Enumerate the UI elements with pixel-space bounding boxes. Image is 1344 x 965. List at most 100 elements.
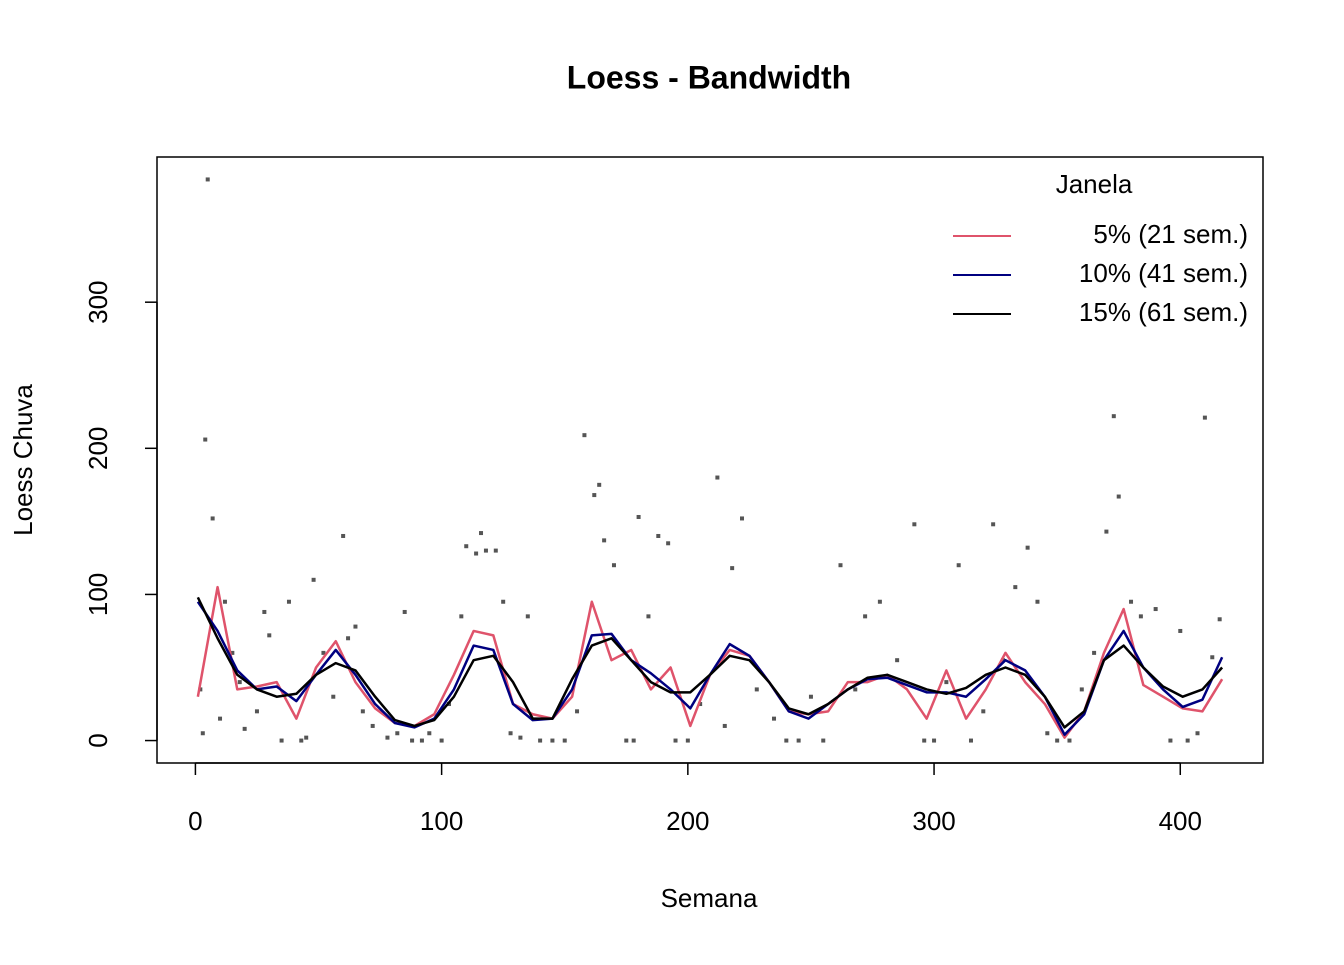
data-point	[624, 738, 629, 743]
data-point	[483, 548, 488, 553]
legend-label: 5% (21 sem.)	[1093, 219, 1248, 249]
data-point	[602, 538, 607, 543]
data-point	[698, 702, 703, 707]
data-point	[1153, 607, 1158, 612]
data-point	[1000, 658, 1005, 663]
data-point	[459, 614, 464, 619]
data-point	[838, 563, 843, 568]
data-point	[808, 694, 813, 699]
data-point	[370, 723, 375, 728]
x-axis-label: Semana	[661, 883, 758, 913]
data-point	[353, 624, 358, 629]
x-tick-label: 400	[1159, 806, 1202, 836]
data-point	[1178, 628, 1183, 633]
data-point	[419, 738, 424, 743]
data-point	[1129, 599, 1134, 604]
y-tick-label: 0	[83, 733, 113, 747]
data-point	[427, 731, 432, 736]
x-tick-label: 100	[420, 806, 463, 836]
x-tick-label: 200	[666, 806, 709, 836]
data-point	[1092, 650, 1097, 655]
x-tick-label: 0	[188, 806, 202, 836]
data-point	[205, 177, 210, 182]
data-point	[218, 716, 223, 721]
data-point	[895, 658, 900, 663]
data-point	[754, 687, 759, 692]
data-point	[304, 735, 309, 740]
loess-line	[196, 585, 1224, 739]
data-point	[230, 650, 235, 655]
data-point	[1055, 738, 1060, 743]
data-point	[360, 709, 365, 714]
data-point	[237, 680, 242, 685]
data-point	[673, 738, 678, 743]
data-point	[242, 726, 247, 731]
data-point	[550, 738, 555, 743]
data-point	[666, 541, 671, 546]
data-point	[479, 531, 484, 536]
data-point	[592, 493, 597, 498]
data-point	[1104, 529, 1109, 534]
data-point	[262, 609, 267, 614]
data-point	[740, 516, 745, 521]
chart-title: Loess - Bandwidth	[567, 59, 851, 95]
data-point	[944, 680, 949, 685]
data-point	[474, 551, 479, 556]
data-point	[1138, 614, 1143, 619]
data-point	[538, 738, 543, 743]
data-point	[493, 548, 498, 553]
data-point	[395, 731, 400, 736]
data-point	[1202, 415, 1207, 420]
x-tick-label: 300	[912, 806, 955, 836]
data-point	[254, 709, 259, 714]
data-point	[991, 522, 996, 527]
loess-line	[196, 596, 1224, 729]
data-point	[203, 437, 208, 442]
data-point	[1025, 545, 1030, 550]
data-point	[772, 716, 777, 721]
y-tick-label: 200	[83, 427, 113, 470]
data-point	[981, 709, 986, 714]
data-point	[286, 599, 291, 604]
data-point	[575, 709, 580, 714]
data-point	[730, 566, 735, 571]
data-point	[508, 731, 513, 736]
data-point	[1111, 414, 1116, 419]
data-point	[1067, 738, 1072, 743]
data-point	[611, 563, 616, 568]
data-point	[222, 599, 227, 604]
data-point	[821, 738, 826, 743]
data-point	[1217, 617, 1222, 622]
data-point	[464, 544, 469, 549]
data-point	[1185, 738, 1190, 743]
legend-title: Janela	[1056, 169, 1133, 199]
data-point	[1079, 687, 1084, 692]
data-point	[631, 738, 636, 743]
data-point	[656, 533, 661, 538]
data-point	[1195, 731, 1200, 736]
data-point	[439, 738, 444, 743]
data-point	[922, 738, 927, 743]
data-point	[311, 577, 316, 582]
data-point	[562, 738, 567, 743]
data-point	[279, 738, 284, 743]
data-point	[1035, 599, 1040, 604]
data-point	[518, 735, 523, 740]
data-point	[597, 482, 602, 487]
data-point	[1168, 738, 1173, 743]
y-tick-label: 100	[83, 573, 113, 616]
data-point	[685, 738, 690, 743]
data-point	[402, 609, 407, 614]
data-point	[956, 563, 961, 568]
data-point	[646, 614, 651, 619]
data-point	[715, 475, 720, 480]
data-point	[1210, 655, 1215, 660]
data-point	[932, 738, 937, 743]
data-point	[525, 614, 530, 619]
data-point	[346, 636, 351, 641]
data-point	[877, 599, 882, 604]
data-point	[410, 738, 415, 743]
data-point	[321, 650, 326, 655]
y-tick-label: 300	[83, 280, 113, 323]
data-point	[853, 687, 858, 692]
